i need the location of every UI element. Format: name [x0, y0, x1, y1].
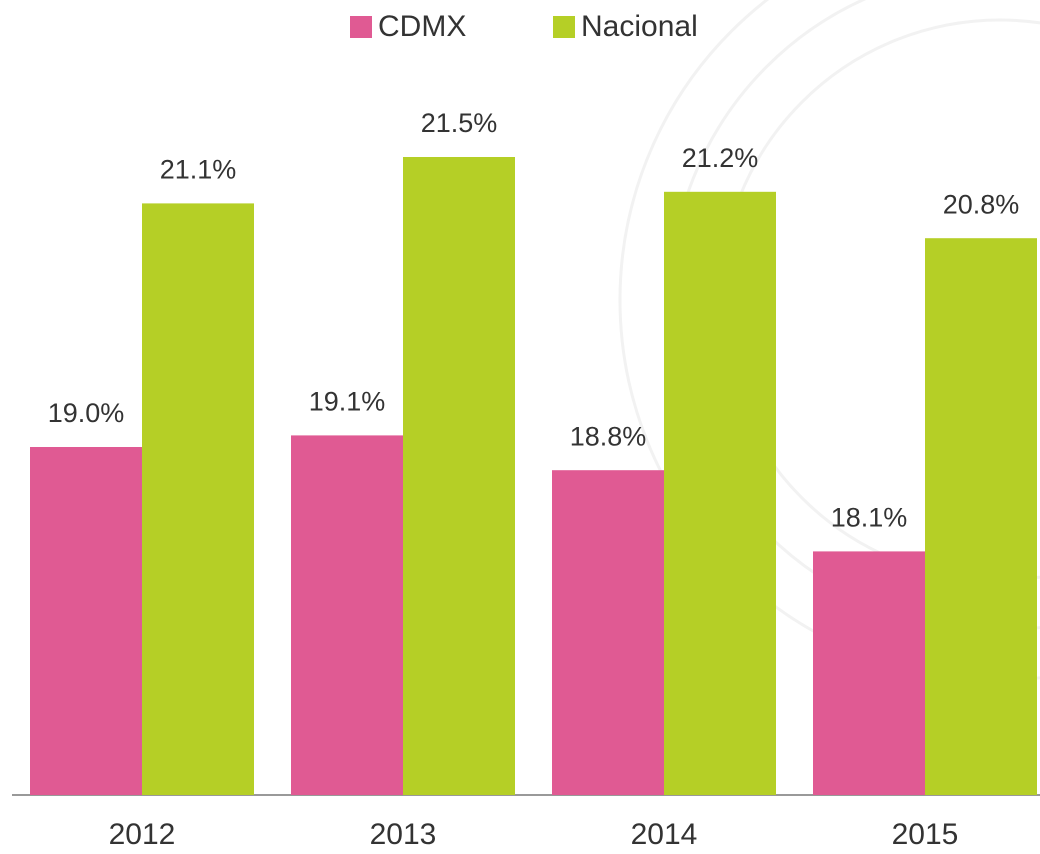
value-label: 18.8%	[570, 421, 647, 451]
x-tick-label: 2012	[109, 818, 176, 851]
x-tick-label: 2014	[631, 818, 698, 851]
bar	[142, 203, 254, 795]
legend-swatch	[553, 16, 575, 38]
x-tick-label: 2015	[892, 818, 959, 851]
legend-swatch	[350, 16, 372, 38]
bar	[813, 551, 925, 795]
bar	[291, 435, 403, 795]
legend-label: Nacional	[581, 10, 698, 43]
bar	[30, 447, 142, 795]
bar	[664, 191, 776, 796]
value-label: 19.1%	[309, 387, 386, 417]
value-label: 21.5%	[421, 108, 498, 138]
value-label: 21.2%	[682, 143, 759, 173]
bar	[552, 470, 664, 795]
bar	[925, 238, 1037, 795]
x-tick-label: 2013	[370, 818, 437, 851]
value-label: 18.1%	[831, 503, 908, 533]
value-label: 20.8%	[943, 189, 1020, 219]
value-label: 21.1%	[160, 155, 237, 185]
bar	[403, 157, 515, 795]
legend-label: CDMX	[378, 10, 466, 43]
value-label: 19.0%	[48, 398, 125, 428]
